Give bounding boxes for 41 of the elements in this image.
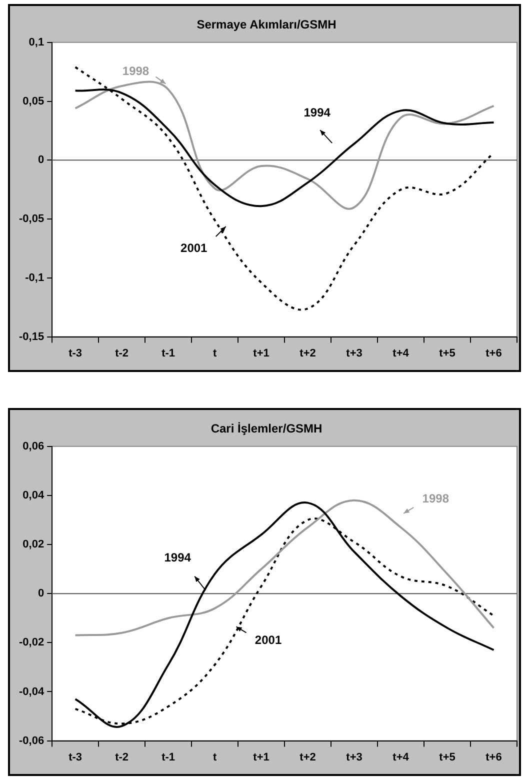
y-tick-label: 0,04 <box>22 490 45 502</box>
x-tick-label: t <box>212 751 217 764</box>
y-tick-label: 0,1 <box>28 36 44 48</box>
x-tick-label: t+2 <box>300 347 316 360</box>
x-tick-label: t-3 <box>68 347 82 360</box>
text: 1998 <box>422 492 450 506</box>
y-tick-label: 0,05 <box>22 95 44 108</box>
y-tick-label: -0,06 <box>18 734 44 747</box>
x-tick-label: t+5 <box>439 751 456 764</box>
x-tick-label: t+6 <box>486 751 502 764</box>
x-tick-label: t-3 <box>68 751 82 764</box>
y-tick-label: -0,02 <box>18 636 44 649</box>
y-tick-label: -0,1 <box>25 272 44 284</box>
series-label: 2001 <box>254 633 282 648</box>
x-tick-label: t <box>212 347 217 360</box>
series-label: 1998 <box>122 64 150 78</box>
x-tick-label: t-2 <box>115 751 129 764</box>
text: 1994 <box>164 550 192 565</box>
x-tick-label: t+4 <box>392 347 410 360</box>
x-tick-label: t+1 <box>253 751 270 764</box>
x-tick-label: t+2 <box>300 751 316 764</box>
y-tick-label: -0,15 <box>18 330 44 343</box>
y-tick-label: 0 <box>38 588 44 600</box>
x-tick-label: t-2 <box>115 347 129 360</box>
y-tick-label: -0,04 <box>18 686 45 698</box>
chart-title: Sermaye Akımları/GSMH <box>196 18 336 32</box>
x-tick-label: t-1 <box>162 347 176 360</box>
y-tick-label: 0 <box>38 154 44 166</box>
x-tick-label: t+5 <box>439 347 456 360</box>
y-tick-label: -0,05 <box>18 213 44 226</box>
series-label: 2001 <box>180 240 208 255</box>
x-tick-label: t+3 <box>346 347 362 360</box>
y-tick-label: 0,02 <box>22 538 44 551</box>
x-tick-label: t+1 <box>253 347 270 360</box>
x-tick-label: t+6 <box>486 347 502 360</box>
y-tick-label: 0,06 <box>22 440 44 452</box>
x-tick-label: t+3 <box>346 751 362 764</box>
chart-title: Cari İşlemler/GSMH <box>210 422 322 436</box>
x-tick-label: t+4 <box>392 751 410 764</box>
text: 1994 <box>304 105 331 120</box>
x-tick-label: t-1 <box>162 751 176 764</box>
